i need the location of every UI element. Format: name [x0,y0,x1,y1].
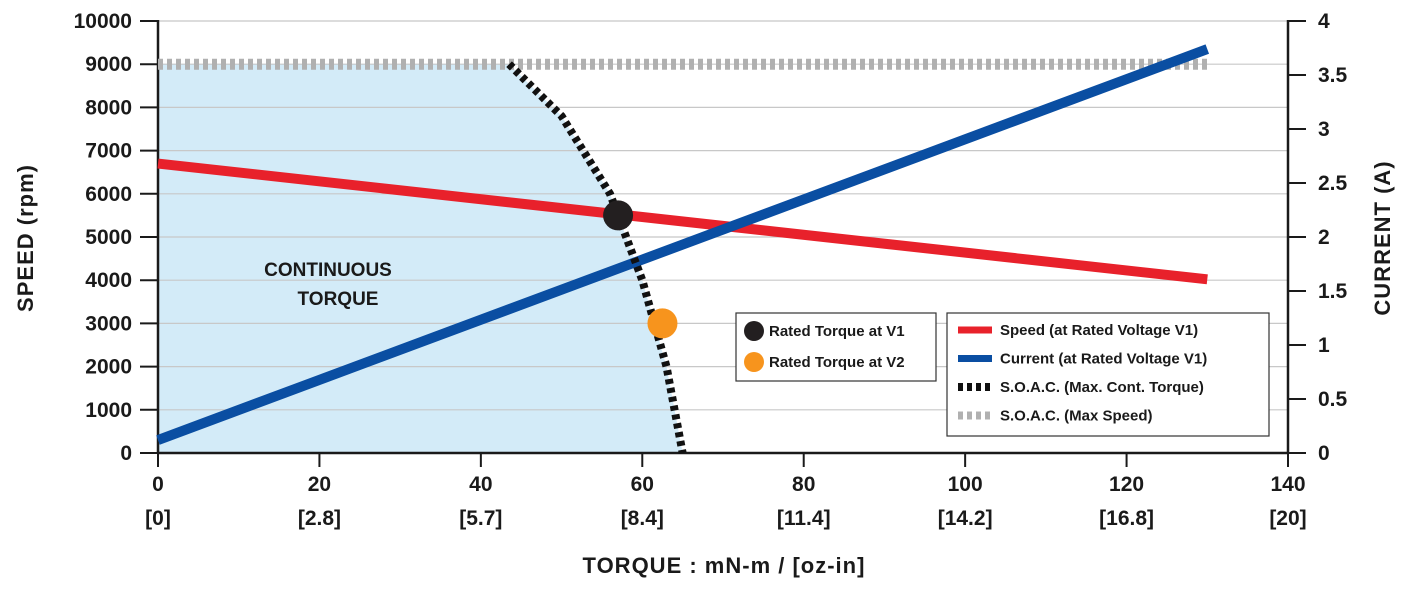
region-label-line-2: TORQUE [298,289,379,310]
y-tick-label: 7000 [85,140,132,163]
y-tick-label: 0 [120,442,132,465]
y-tick-label: 2000 [85,356,132,379]
x-tick-sublabel: [2.8] [298,507,341,530]
x-tick-label: 80 [792,473,815,496]
y-tick-label: 9000 [85,53,132,76]
soac-max-cont-torque-line [506,61,687,454]
legend-marker [744,352,764,372]
x-tick-label: 20 [308,473,331,496]
legend-label: S.O.A.C. (Max. Cont. Torque) [1000,379,1204,396]
y2-tick-label: 2 [1318,226,1330,249]
labels-layer: CONTINUOUS TORQUE TORQUE : mN-m / [oz-in… [13,160,1395,578]
x-tick-sublabel: [8.4] [621,507,664,530]
y2-tick-label: 0 [1318,442,1330,465]
rated-torque-v1-point [603,200,634,231]
region-label-line-1: CONTINUOUS [264,260,392,281]
legend-label: Speed (at Rated Voltage V1) [1000,322,1198,339]
y-tick-label: 6000 [85,183,132,206]
points-legend-box [735,312,937,382]
y2-tick-label: 4 [1318,10,1330,33]
current-line [156,44,1210,445]
legend-marker [744,321,764,341]
y2-tick-label: 1.5 [1318,280,1348,303]
series-layer [156,44,1210,454]
x-tick-sublabel: [11.4] [777,507,831,530]
legend-label: S.O.A.C. (Max Speed) [1000,408,1153,425]
x-tick-label: 0 [152,473,164,496]
y-tick-label: 3000 [85,312,132,335]
x-tick-label: 40 [469,473,492,496]
x-tick-sublabel: [16.8] [1099,507,1154,530]
x-tick-label: 120 [1109,473,1144,496]
x-tick-sublabel: [0] [145,507,171,530]
y-tick-label: 10000 [74,10,132,33]
x-axis-title: TORQUE : mN-m / [oz-in] [583,553,866,578]
x-tick-label: 60 [631,473,654,496]
y2-tick-label: 3 [1318,118,1330,141]
y-tick-label: 4000 [85,269,132,292]
points-layer [603,200,678,339]
x-tick-label: 140 [1270,473,1305,496]
legend-label: Rated Torque at V2 [769,354,905,371]
y2-axis-title: CURRENT (A) [1370,160,1395,315]
continuous-torque-region [158,64,683,453]
shaded-region-layer [158,64,683,453]
rated-torque-v2-point [647,308,678,339]
x-tick-sublabel: [20] [1269,507,1306,530]
y2-tick-label: 2.5 [1318,172,1348,195]
legend-label: Current (at Rated Voltage V1) [1000,351,1207,368]
x-tick-sublabel: [14.2] [938,507,993,530]
x-tick-label: 100 [948,473,983,496]
x-tick-sublabel: [5.7] [459,507,502,530]
y-tick-label: 1000 [85,399,132,422]
y2-tick-label: 0.5 [1318,388,1348,411]
y2-tick-label: 1 [1318,334,1330,357]
y-tick-label: 5000 [85,226,132,249]
legend-layer: Rated Torque at V1 Rated Torque at V2 Spee… [735,312,1270,437]
series-legend-box [946,312,1270,437]
y-axis-title: SPEED (rpm) [13,164,38,312]
legend-label: Rated Torque at V1 [769,323,905,340]
y2-tick-label: 3.5 [1318,64,1348,87]
axes-layer: 0100020003000400050006000700080009000100… [74,10,1348,530]
speed-line [157,158,1208,285]
y-tick-label: 8000 [85,96,132,119]
